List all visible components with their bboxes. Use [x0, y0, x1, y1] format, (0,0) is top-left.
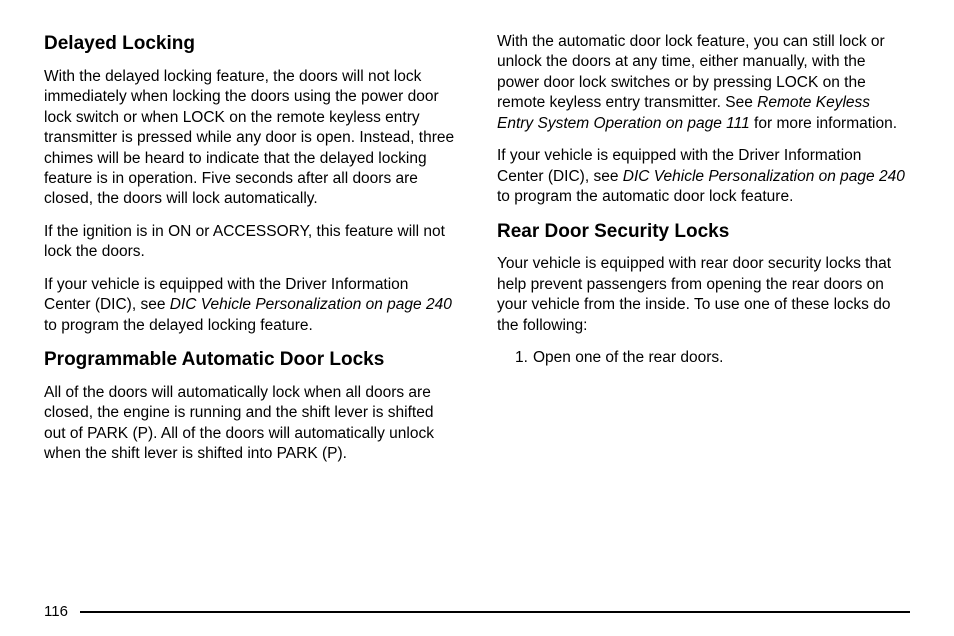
page-footer: 116	[44, 603, 910, 620]
heading-rear-door-security-locks: Rear Door Security Locks	[497, 220, 910, 245]
text-run: for more information.	[750, 115, 897, 132]
page-number: 116	[44, 603, 68, 620]
text-run: to program the delayed locking feature.	[44, 317, 313, 334]
paragraph: Your vehicle is equipped with rear door …	[497, 254, 910, 336]
numbered-steps: 1.Open one of the rear doors.	[497, 348, 910, 368]
text-run: to program the automatic door lock featu…	[497, 188, 793, 205]
heading-delayed-locking: Delayed Locking	[44, 32, 457, 57]
cross-reference: DIC Vehicle Personalization on page 240	[623, 168, 905, 185]
two-column-layout: Delayed Locking With the delayed locking…	[44, 32, 910, 582]
step-number: 1.	[515, 348, 533, 368]
footer-rule	[80, 611, 910, 613]
paragraph: With the automatic door lock feature, yo…	[497, 32, 910, 134]
paragraph: All of the doors will automatically lock…	[44, 383, 457, 465]
heading-programmable-auto-door-locks: Programmable Automatic Door Locks	[44, 348, 457, 373]
paragraph: If the ignition is in ON or ACCESSORY, t…	[44, 222, 457, 263]
paragraph: If your vehicle is equipped with the Dri…	[44, 275, 457, 336]
right-column: With the automatic door lock feature, yo…	[497, 32, 910, 582]
cross-reference: DIC Vehicle Personalization on page 240	[170, 296, 452, 313]
manual-page: Delayed Locking With the delayed locking…	[0, 0, 954, 636]
left-column: Delayed Locking With the delayed locking…	[44, 32, 457, 582]
step-text: Open one of the rear doors.	[533, 349, 723, 366]
paragraph: With the delayed locking feature, the do…	[44, 67, 457, 210]
paragraph: If your vehicle is equipped with the Dri…	[497, 146, 910, 207]
step-item: 1.Open one of the rear doors.	[515, 348, 910, 368]
